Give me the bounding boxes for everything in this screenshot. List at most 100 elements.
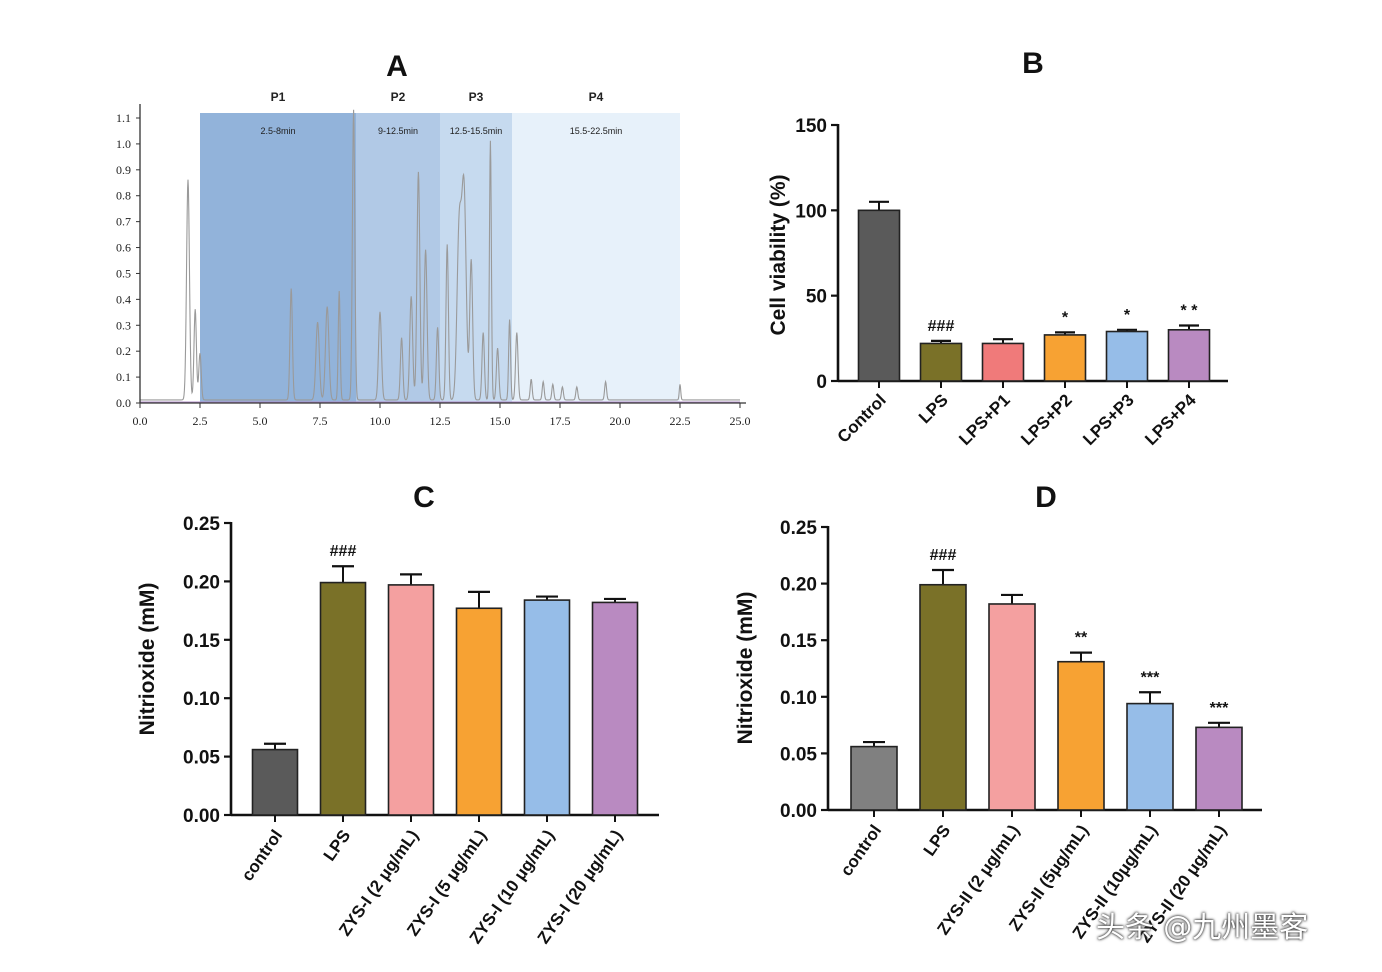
panel-b-ylabel: Cell viability (%) [767, 174, 790, 335]
y-tick-label: 0.00 [780, 801, 817, 822]
x-tick-label: 10.0 [370, 414, 391, 428]
category-label: LPS [915, 390, 952, 427]
y-tick-label: 0.20 [780, 575, 817, 596]
y-tick-label: 1.1 [116, 111, 131, 125]
y-tick-label: 0.20 [183, 572, 220, 593]
significance-annotation: ### [928, 318, 955, 335]
panel-d-ylabel: Nitrioxide (mM) [734, 592, 757, 745]
y-tick-label: 0.10 [780, 688, 817, 709]
y-tick-label: 100 [795, 201, 827, 222]
bar-6 [591, 601, 639, 816]
panel-b-bar-chart: 0 50 100 150 Control ### LPS LPS+P1 * LPS+P2 * LPS+… [795, 116, 1228, 449]
y-tick-label: 0.6 [116, 241, 131, 255]
y-tick-label: 0.8 [116, 189, 131, 203]
significance-annotation: ### [930, 547, 957, 564]
x-tick-label: 25.0 [730, 414, 751, 428]
bar-3 [981, 342, 1025, 382]
y-tick-label: 0.7 [116, 215, 131, 229]
panel-d-bar-chart: 0.000.050.100.150.200.25control###LPSZYS… [780, 518, 1262, 946]
category-label: control [238, 826, 287, 884]
significance-annotation: *** [1141, 669, 1160, 686]
region-p4-label: P4 [589, 90, 604, 104]
x-tick-label: 0.0 [133, 414, 148, 428]
panel-c-title: C [413, 481, 435, 514]
x-tick-label: 5.0 [253, 414, 268, 428]
category-label: LPS+P2 [1017, 390, 1076, 449]
region-p1-band [200, 113, 356, 403]
category-label: LPS+P1 [955, 390, 1014, 449]
bar-6 [1195, 726, 1243, 811]
watermark-text: 头条 @九州墨客 [1096, 910, 1309, 944]
y-tick-label: 0.25 [780, 518, 817, 539]
region-p1-label: P1 [271, 90, 286, 104]
significance-annotation: ### [330, 543, 357, 560]
category-label: LPS+P3 [1079, 390, 1138, 449]
x-tick-label: 20.0 [610, 414, 631, 428]
y-tick-label: 0.9 [116, 163, 131, 177]
category-label: LPS [320, 826, 355, 864]
y-tick-label: 0.2 [116, 344, 131, 358]
y-tick-label: 50 [806, 287, 827, 308]
y-tick-label: 0.05 [780, 744, 817, 765]
panel-c-ylabel: Nitrioxide (mM) [136, 583, 159, 736]
bar-5 [1105, 330, 1149, 382]
category-label: LPS+P4 [1141, 390, 1200, 449]
panel-b-title: B [1022, 47, 1044, 80]
panel-a-chromatogram: P1 2.5-8min P2 9-12.5min P3 12.5-15.5min P4 15.… [116, 90, 751, 428]
x-tick-label: 22.5 [670, 414, 691, 428]
x-tick-label: 17.5 [550, 414, 571, 428]
y-tick-label: 0 [816, 372, 827, 393]
bar-3 [387, 584, 435, 816]
y-tick-label: 0.15 [183, 631, 220, 652]
region-p3-band [440, 113, 512, 403]
bar-2 [919, 342, 963, 382]
panel-a-title: A [386, 50, 408, 83]
y-tick-label: 0.25 [183, 514, 220, 535]
bar-4 [455, 607, 503, 816]
region-p2-label: P2 [391, 90, 406, 104]
panel-c-bar-chart: 0.000.050.100.150.200.25control###LPSZYS… [183, 514, 659, 947]
bar-1 [251, 748, 299, 816]
category-label: control [837, 821, 886, 879]
y-tick-label: 1.0 [116, 137, 131, 151]
bar-5 [523, 599, 571, 816]
bar-6 [1167, 328, 1211, 382]
region-p3-range: 12.5-15.5min [450, 126, 503, 136]
significance-annotation: * [1062, 309, 1069, 326]
significance-annotation: * * [1181, 303, 1199, 320]
bar-3 [988, 603, 1036, 811]
y-tick-label: 0.10 [183, 689, 220, 710]
y-tick-label: 150 [795, 116, 827, 137]
x-tick-label: 12.5 [430, 414, 451, 428]
y-tick-label: 0.0 [116, 396, 131, 410]
region-p4-range: 15.5-22.5min [570, 126, 623, 136]
bar-2 [919, 583, 967, 811]
panel-d-title: D [1035, 481, 1057, 514]
x-tick-label: 7.5 [313, 414, 328, 428]
category-label: Control [834, 390, 890, 446]
y-tick-label: 0.3 [116, 318, 131, 332]
y-tick-label: 0.1 [116, 370, 131, 384]
category-label: LPS [920, 821, 955, 859]
bar-4 [1043, 334, 1087, 382]
bar-2 [319, 581, 367, 816]
bar-1 [857, 209, 901, 382]
y-tick-label: 0.05 [183, 748, 220, 769]
region-p4-band [512, 113, 680, 403]
significance-annotation: *** [1210, 700, 1229, 717]
significance-annotation: ** [1075, 630, 1088, 647]
region-p3-label: P3 [469, 90, 484, 104]
x-tick-label: 2.5 [193, 414, 208, 428]
bar-1 [850, 745, 898, 811]
significance-annotation: * [1124, 307, 1131, 324]
bar-5 [1126, 702, 1174, 811]
region-p1-range: 2.5-8min [260, 126, 295, 136]
bar-4 [1057, 660, 1105, 811]
x-tick-label: 15.0 [490, 414, 511, 428]
y-tick-label: 0.15 [780, 631, 817, 652]
region-p2-range: 9-12.5min [378, 126, 418, 136]
chromatogram-trace [140, 109, 740, 401]
y-tick-label: 0.00 [183, 806, 220, 827]
y-tick-label: 0.5 [116, 266, 131, 280]
